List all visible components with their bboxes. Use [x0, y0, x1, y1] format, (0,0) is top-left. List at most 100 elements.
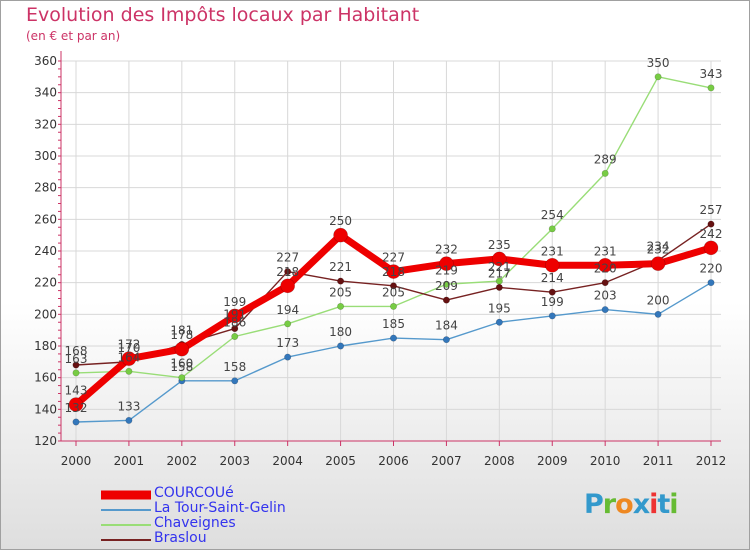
y-tick-label: 140: [34, 402, 57, 416]
legend-item: Chaveignes: [101, 515, 401, 532]
data-point-la-tour-saint-gelin: [442, 336, 450, 344]
data-point-la-tour-saint-gelin: [284, 353, 292, 361]
data-point-la-tour-saint-gelin: [389, 334, 397, 342]
data-label-courcou-: 232: [647, 243, 670, 257]
y-tick-label: 240: [34, 244, 57, 258]
data-point-courcou-: [386, 264, 401, 279]
data-label-braslou: 181: [170, 323, 193, 337]
data-label-la-tour-saint-gelin: 158: [170, 360, 193, 374]
x-tick-label: 2011: [643, 454, 674, 468]
data-label-braslou: 227: [276, 251, 299, 265]
data-label-courcou-: 242: [700, 227, 723, 241]
legend-swatch: [101, 538, 151, 541]
data-label-la-tour-saint-gelin: 158: [223, 360, 246, 374]
legend-item: Braslou: [101, 530, 401, 547]
data-label-chaveignes: 205: [382, 285, 405, 299]
data-point-braslou: [601, 279, 609, 287]
data-point-chaveignes: [442, 280, 450, 288]
data-label-chaveignes: 205: [329, 285, 352, 299]
chart-title: Evolution des Impôts locaux par Habitant: [26, 4, 420, 26]
data-label-la-tour-saint-gelin: 203: [594, 289, 617, 303]
proxiti-logo: Proxiti: [584, 489, 679, 520]
data-point-braslou: [337, 277, 345, 285]
data-label-braslou: 191: [223, 308, 246, 322]
x-tick-label: 2005: [325, 454, 356, 468]
axes: 120 140 160 180 200 220 240 260 280 300 320 340 360 2…: [34, 51, 726, 468]
data-point-courcou-: [121, 351, 137, 366]
data-point-chaveignes: [548, 225, 556, 233]
data-point-braslou: [707, 220, 715, 228]
data-point-courcou-: [439, 256, 454, 271]
data-label-courcou-: 199: [223, 295, 246, 309]
data-point-braslou: [442, 296, 450, 304]
data-label-courcou-: 231: [594, 244, 617, 258]
y-tick-label: 280: [34, 181, 57, 195]
data-point-courcou-: [227, 308, 243, 324]
y-tick-label: 360: [34, 54, 57, 68]
data-label-braslou: 217: [488, 266, 511, 280]
data-label-braslou: 257: [700, 203, 723, 217]
gridlines: [61, 60, 721, 442]
legend-label: Braslou: [154, 530, 207, 546]
data-label-chaveignes: 194: [276, 303, 299, 317]
data-label-braslou: 170: [117, 341, 140, 355]
data-label-la-tour-saint-gelin: 173: [276, 336, 299, 350]
chart-subtitle: (en € et par an): [26, 29, 121, 43]
data-label-chaveignes: 350: [647, 56, 670, 70]
logo-letter: t: [657, 489, 670, 520]
data-point-chaveignes: [389, 302, 397, 310]
data-point-chaveignes: [654, 73, 662, 81]
x-tick-label: 2001: [114, 454, 145, 468]
data-label-braslou: 234: [647, 240, 670, 254]
y-tick-label: 220: [34, 276, 57, 290]
data-point-courcou-: [544, 257, 560, 273]
data-label-la-tour-saint-gelin: 133: [117, 399, 140, 413]
data-label-chaveignes: 163: [65, 352, 88, 366]
data-label-courcou-: 250: [329, 214, 352, 228]
logo-letter: r: [602, 489, 616, 520]
data-label-la-tour-saint-gelin: 195: [488, 301, 511, 315]
data-point-chaveignes: [72, 369, 80, 377]
data-point-chaveignes: [178, 374, 186, 382]
y-tick-label: 320: [34, 117, 57, 131]
data-label-chaveignes: 160: [170, 357, 193, 371]
x-tick-label: 2002: [167, 454, 198, 468]
data-label-chaveignes: 254: [541, 208, 564, 222]
data-label-chaveignes: 219: [435, 263, 458, 277]
data-point-braslou: [284, 268, 292, 276]
data-point-la-tour-saint-gelin: [654, 310, 662, 318]
data-label-la-tour-saint-gelin: 185: [382, 317, 405, 331]
x-tick-label: 2006: [378, 454, 409, 468]
data-point-la-tour-saint-gelin: [231, 377, 239, 385]
data-label-la-tour-saint-gelin: 200: [647, 293, 670, 307]
data-label-courcou-: 227: [382, 251, 405, 265]
data-point-courcou-: [597, 257, 613, 273]
logo-letter: x: [632, 489, 650, 520]
data-point-braslou: [495, 283, 503, 291]
data-point-chaveignes: [125, 367, 133, 375]
data-point-braslou: [72, 361, 80, 369]
data-label-braslou: 214: [541, 271, 564, 285]
data-point-la-tour-saint-gelin: [72, 418, 80, 426]
data-point-braslou: [231, 325, 239, 333]
x-tick-label: 2012: [696, 454, 727, 468]
y-tick-label: 160: [34, 371, 57, 385]
data-label-courcou-: 143: [65, 384, 88, 398]
data-label-courcou-: 172: [117, 338, 140, 352]
data-label-chaveignes: 164: [117, 350, 140, 364]
logo-letter: i: [649, 489, 658, 520]
data-point-la-tour-saint-gelin: [548, 312, 556, 320]
data-point-courcou-: [703, 240, 719, 256]
data-label-courcou-: 232: [435, 243, 458, 257]
x-tick-label: 2003: [219, 454, 250, 468]
x-tick-label: 2009: [537, 454, 568, 468]
data-label-la-tour-saint-gelin: 184: [435, 319, 458, 333]
data-label-braslou: 218: [382, 265, 405, 279]
data-point-chaveignes: [231, 332, 239, 340]
data-label-la-tour-saint-gelin: 220: [700, 262, 723, 276]
data-label-la-tour-saint-gelin: 180: [329, 325, 352, 339]
data-point-chaveignes: [707, 84, 715, 92]
data-point-braslou: [389, 282, 397, 290]
